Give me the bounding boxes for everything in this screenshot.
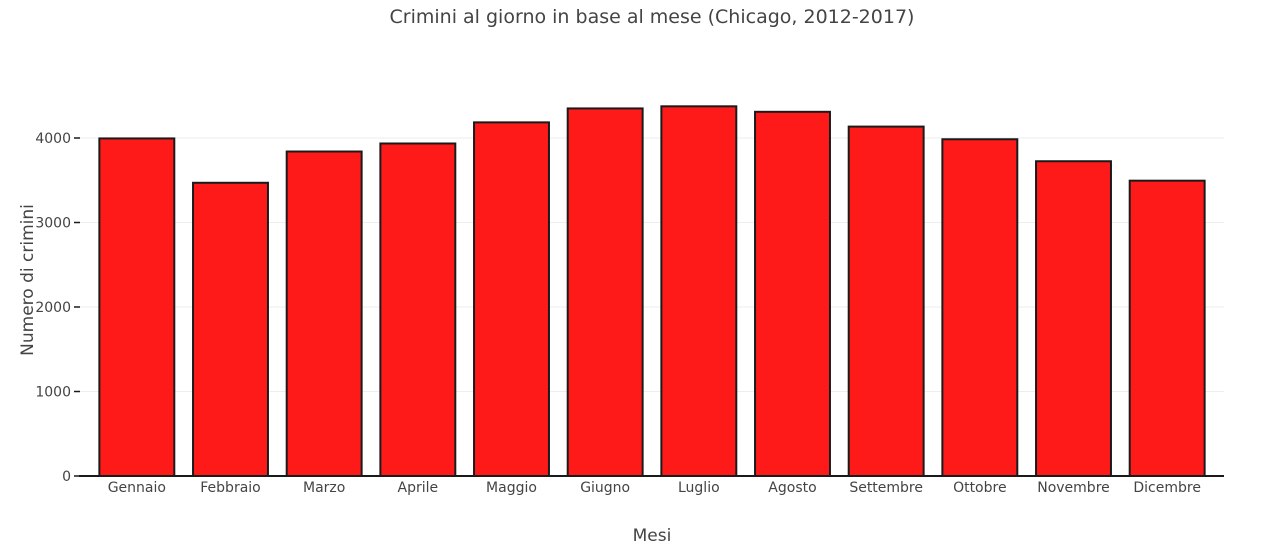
bar bbox=[473, 121, 550, 478]
y-tick-label: 3000 bbox=[35, 216, 71, 232]
x-tick-label: Maggio bbox=[486, 480, 537, 496]
x-tick-label: Marzo bbox=[303, 480, 345, 496]
x-tick-label: Giugno bbox=[580, 480, 630, 496]
bar bbox=[192, 181, 269, 477]
x-tick-label: Luglio bbox=[678, 480, 720, 496]
x-tick-label: Settembre bbox=[849, 480, 923, 496]
bar bbox=[660, 105, 738, 477]
bar bbox=[566, 107, 644, 478]
y-axis-title: Numero di crimini bbox=[18, 204, 38, 356]
bar bbox=[285, 150, 363, 478]
bar bbox=[1128, 179, 1206, 478]
bar bbox=[754, 110, 831, 478]
x-tick-label: Febbraio bbox=[200, 480, 260, 496]
y-tick-label: 0 bbox=[62, 469, 71, 485]
chart-title: Crimini al giorno in base al mese (Chica… bbox=[390, 6, 915, 28]
bar bbox=[847, 125, 925, 477]
bar bbox=[98, 137, 176, 478]
bar bbox=[1035, 160, 1112, 478]
x-axis-title: Mesi bbox=[633, 526, 672, 546]
x-tick-label: Novembre bbox=[1037, 480, 1110, 496]
y-tick-label: 1000 bbox=[35, 385, 71, 401]
y-tick-label: 4000 bbox=[35, 131, 71, 147]
grid-layer bbox=[80, 137, 1224, 392]
x-tick-label: Ottobre bbox=[953, 480, 1007, 496]
axes-layer: 0 1000 2000 3000 4000 Gennaio Febbraio Marzo Apr… bbox=[35, 131, 1224, 496]
y-tick-label: 2000 bbox=[35, 300, 71, 316]
bar bbox=[379, 142, 457, 477]
bar bbox=[941, 138, 1019, 478]
x-tick-label: Dicembre bbox=[1133, 480, 1201, 496]
bars-layer bbox=[98, 105, 1206, 478]
x-tick-label: Aprile bbox=[398, 480, 439, 496]
x-tick-label: Gennaio bbox=[108, 480, 166, 496]
x-tick-label: Agosto bbox=[768, 480, 816, 496]
